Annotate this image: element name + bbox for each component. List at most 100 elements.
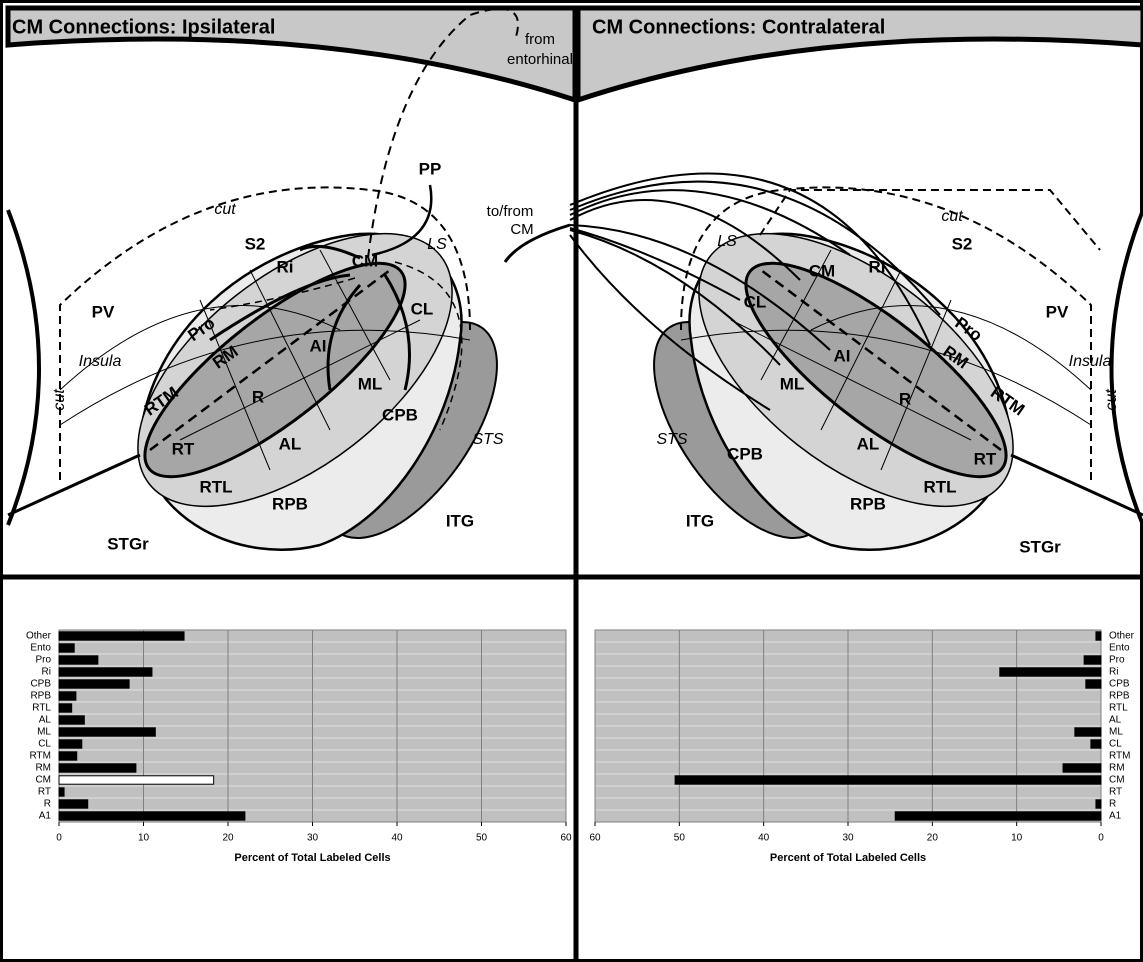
bar — [1096, 800, 1101, 808]
bar — [1086, 680, 1101, 688]
y-tick-label: ML — [1109, 727, 1123, 738]
y-tick-label: CL — [1109, 739, 1122, 750]
bar — [1096, 632, 1101, 640]
y-tick-label: Ri — [1109, 667, 1118, 678]
region-label: CL — [411, 299, 434, 318]
region-label: AL — [857, 434, 880, 453]
y-tick-label: CM — [1109, 775, 1125, 786]
x-tick-label: 60 — [560, 833, 572, 844]
region-label: Insula — [79, 353, 122, 370]
bar — [59, 680, 129, 688]
x-tick-label: 10 — [138, 833, 150, 844]
figure: CM Connections: Ipsilateral CM Connectio… — [0, 0, 1143, 962]
y-tick-label: A1 — [39, 811, 52, 822]
x-tick-label: 0 — [56, 833, 62, 844]
region-label: STGr — [1019, 537, 1061, 556]
hemisphere-edge — [1112, 210, 1143, 525]
x-tick-label: 50 — [674, 833, 686, 844]
y-tick-label: CPB — [30, 679, 51, 690]
bar — [59, 764, 136, 772]
panel-title: CM Connections: Ipsilateral — [12, 16, 275, 38]
region-label: from — [525, 31, 555, 48]
x-tick-label: 0 — [1098, 833, 1104, 844]
region-label: cut — [1103, 389, 1120, 411]
y-tick-label: RT — [1109, 787, 1122, 798]
region-label: STS — [656, 431, 687, 448]
region-label: Ri — [869, 257, 886, 276]
y-tick-label: Other — [26, 631, 52, 642]
brain-diagram — [8, 181, 531, 567]
region-label: S2 — [952, 234, 973, 253]
region-label: cut — [941, 208, 963, 225]
region-label: LS — [427, 236, 447, 253]
region-label: AI — [310, 336, 327, 355]
panel-title: CM Connections: Contralateral — [592, 16, 885, 38]
y-tick-label: RT — [38, 787, 51, 798]
x-tick-label: 30 — [842, 833, 854, 844]
hemisphere-edge — [8, 210, 39, 525]
y-tick-label: CM — [35, 775, 51, 786]
region-label: STS — [472, 431, 503, 448]
y-tick-label: Pro — [1109, 655, 1125, 666]
bar — [675, 776, 1101, 784]
region-label: ITG — [446, 511, 474, 530]
bar — [59, 788, 64, 796]
x-tick-label: 20 — [222, 833, 234, 844]
region-label: ML — [780, 374, 805, 393]
bar — [59, 800, 88, 808]
bar — [59, 728, 155, 736]
region-label: CPB — [727, 444, 763, 463]
x-tick-label: 10 — [1011, 833, 1023, 844]
region-label: RT — [172, 439, 195, 458]
x-tick-label: 40 — [391, 833, 403, 844]
bar — [59, 692, 76, 700]
region-label: CM — [352, 251, 378, 270]
bar — [1084, 656, 1101, 664]
region-label: R — [252, 387, 264, 406]
y-tick-label: Ento — [1109, 643, 1130, 654]
bar — [59, 704, 72, 712]
x-tick-label: 30 — [307, 833, 319, 844]
y-tick-label: RTL — [1109, 703, 1128, 714]
region-label: entorhinal — [507, 51, 573, 68]
y-tick-label: AL — [1109, 715, 1122, 726]
region-label: CM — [510, 221, 533, 238]
region-label: CPB — [382, 405, 418, 424]
bar — [1091, 740, 1101, 748]
region-label: AI — [834, 346, 851, 365]
region-label: ITG — [686, 511, 714, 530]
y-tick-label: CL — [38, 739, 51, 750]
x-tick-label: 20 — [927, 833, 939, 844]
y-tick-label: RM — [35, 763, 51, 774]
x-axis-label: Percent of Total Labeled Cells — [234, 852, 390, 864]
y-tick-label: Other — [1109, 631, 1135, 642]
bar — [1063, 764, 1101, 772]
y-tick-label: A1 — [1109, 811, 1122, 822]
region-label: RTL — [199, 477, 232, 496]
region-label: RT — [974, 449, 997, 468]
bar — [59, 644, 74, 652]
x-tick-label: 50 — [476, 833, 488, 844]
region-label: LS — [717, 233, 737, 250]
region-label: PP — [419, 159, 442, 178]
bar — [59, 752, 77, 760]
y-tick-label: Ento — [30, 643, 51, 654]
y-tick-label: RPB — [1109, 691, 1130, 702]
region-label: RPB — [272, 494, 308, 513]
region-label: AL — [279, 434, 302, 453]
region-label: ML — [358, 374, 383, 393]
region-label: cut — [51, 389, 68, 411]
bar — [59, 656, 98, 664]
y-tick-label: CPB — [1109, 679, 1130, 690]
bar — [59, 716, 84, 724]
region-label: STGr — [107, 534, 149, 553]
region-label: PV — [1046, 302, 1069, 321]
y-tick-label: RPB — [30, 691, 51, 702]
y-tick-label: Pro — [35, 655, 51, 666]
bar — [59, 668, 152, 676]
region-label: CM — [809, 261, 835, 280]
region-label: cut — [214, 201, 236, 218]
y-tick-label: RTM — [1109, 751, 1130, 762]
region-label: Insula — [1069, 353, 1112, 370]
region-label: RTL — [923, 477, 956, 496]
